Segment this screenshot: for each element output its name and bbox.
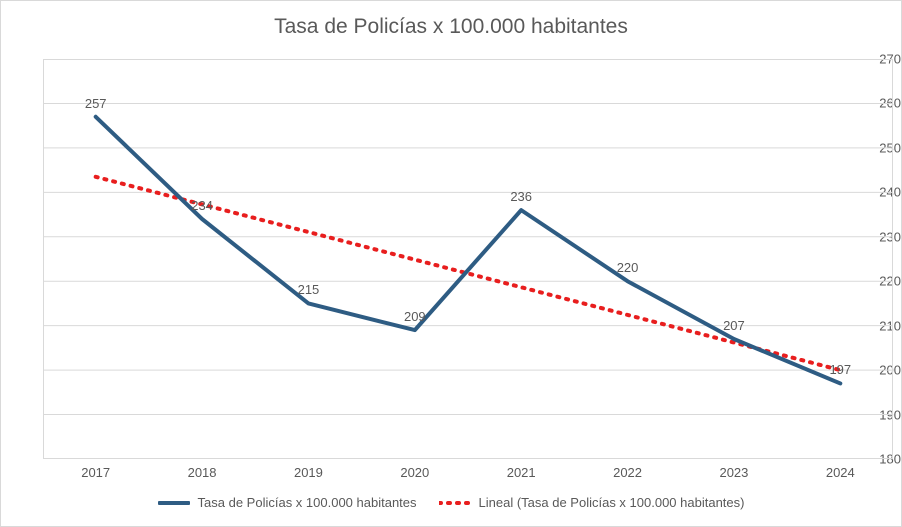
legend-label-trend: Lineal (Tasa de Policías x 100.000 habit… bbox=[479, 495, 745, 510]
plot-area bbox=[43, 59, 893, 459]
data-label: 215 bbox=[298, 282, 320, 297]
data-label: 236 bbox=[510, 189, 532, 204]
x-tick-label: 2018 bbox=[188, 465, 217, 480]
legend-label-series: Tasa de Policías x 100.000 habitantes bbox=[198, 495, 417, 510]
legend-item-series: Tasa de Policías x 100.000 habitantes bbox=[158, 495, 417, 510]
x-tick-label: 2024 bbox=[826, 465, 855, 480]
data-label: 234 bbox=[191, 198, 213, 213]
data-label: 220 bbox=[617, 260, 639, 275]
legend: Tasa de Policías x 100.000 habitantes Li… bbox=[1, 495, 901, 510]
legend-item-trend: Lineal (Tasa de Policías x 100.000 habit… bbox=[439, 495, 745, 510]
data-label: 257 bbox=[85, 96, 107, 111]
x-tick-label: 2019 bbox=[294, 465, 323, 480]
x-tick-label: 2021 bbox=[507, 465, 536, 480]
data-label: 207 bbox=[723, 318, 745, 333]
data-label: 209 bbox=[404, 309, 426, 324]
legend-swatch-series bbox=[158, 501, 190, 505]
chart-container: Tasa de Policías x 100.000 habitantes 18… bbox=[0, 0, 902, 527]
legend-swatch-trend bbox=[439, 501, 471, 505]
x-tick-label: 2023 bbox=[719, 465, 748, 480]
x-tick-label: 2017 bbox=[81, 465, 110, 480]
x-tick-label: 2020 bbox=[400, 465, 429, 480]
data-label: 197 bbox=[829, 362, 851, 377]
x-tick-label: 2022 bbox=[613, 465, 642, 480]
chart-title: Tasa de Policías x 100.000 habitantes bbox=[1, 15, 901, 39]
